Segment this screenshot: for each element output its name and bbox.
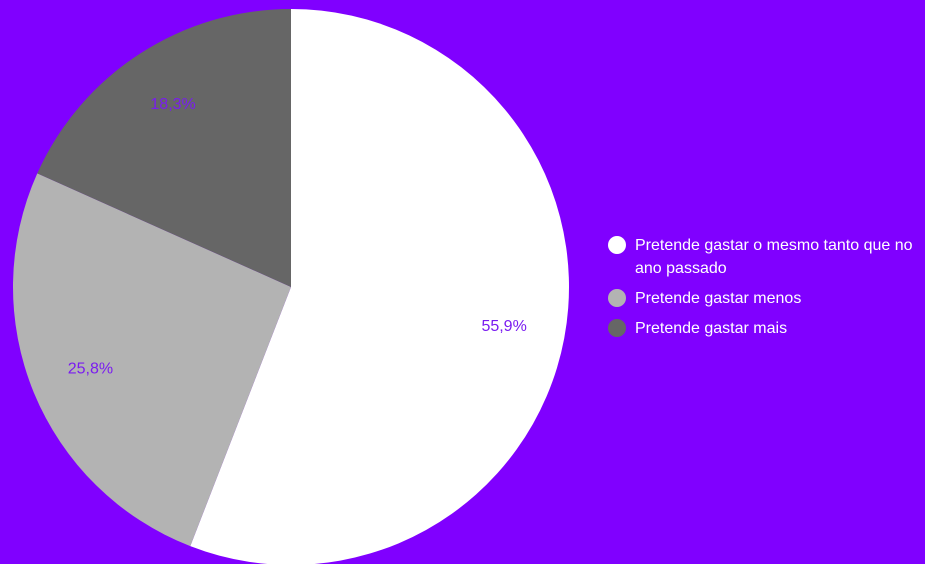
legend-label-less: Pretende gastar menos (635, 290, 802, 307)
legend-item-less[interactable]: Pretende gastar menos (608, 287, 924, 310)
pie-slice-less[interactable] (12, 173, 292, 547)
pie-value-labels: 55,9% 25,8% 18,3% (68, 96, 527, 377)
legend-label-same: Pretende gastar o mesmo tanto que no ano… (635, 237, 913, 277)
pie-value-label-same: 55,9% (481, 318, 526, 335)
legend: Pretende gastar o mesmo tanto que no ano… (608, 234, 924, 347)
pie-value-label-less: 25,8% (68, 361, 113, 378)
legend-item-more[interactable]: Pretende gastar mais (608, 317, 924, 340)
legend-swatch-less (608, 289, 626, 307)
legend-item-same[interactable]: Pretende gastar o mesmo tanto que no ano… (608, 234, 924, 280)
legend-swatch-same (608, 236, 626, 254)
legend-label-more: Pretende gastar mais (635, 320, 788, 337)
legend-swatch-more (608, 319, 626, 337)
pie-slice-same[interactable] (190, 9, 569, 564)
pie-slice-more[interactable] (37, 9, 291, 287)
pie-value-label-more: 18,3% (150, 96, 195, 113)
pie-slices (12, 9, 569, 564)
